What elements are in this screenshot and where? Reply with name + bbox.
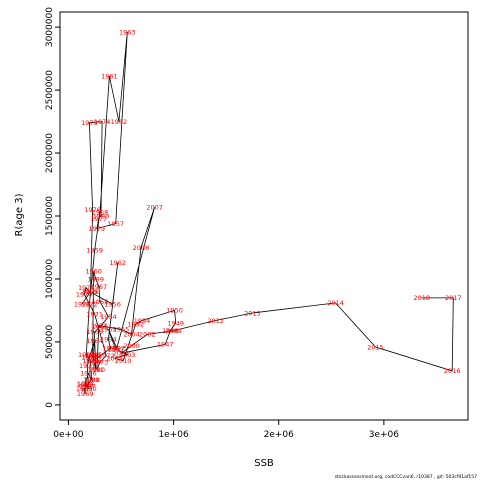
year-label: 2009 xyxy=(165,327,182,335)
year-label: 1961 xyxy=(101,73,118,81)
year-label: 1973 xyxy=(81,119,98,127)
year-label: 1975 xyxy=(82,288,99,296)
y-axis-title: R(age 3) xyxy=(14,193,25,236)
x-axis-title: SSB xyxy=(254,458,274,469)
year-label: 2004 xyxy=(123,331,140,339)
year-label: 2001 xyxy=(113,350,130,358)
year-label: 1991 xyxy=(88,366,105,374)
year-label: 1957 xyxy=(107,220,124,228)
year-label: 1981 xyxy=(83,376,100,384)
y-tick-label: 2000000 xyxy=(45,133,55,173)
year-label: 1967 xyxy=(91,283,108,291)
year-label: 2005 xyxy=(106,355,123,363)
year-label: 2013 xyxy=(244,309,261,317)
year-label: 1977 xyxy=(91,215,108,223)
year-label: 1965 xyxy=(92,323,109,331)
year-label: 1958 xyxy=(92,209,109,217)
year-label: 2016 xyxy=(444,367,461,375)
year-label: 1989 xyxy=(82,357,99,365)
year-label: 1990 xyxy=(80,385,97,393)
year-label: 1994 xyxy=(100,336,117,344)
axes-layer: 0e+00 1e+06 2e+06 3e+06 0 500000 1000000 150000… xyxy=(45,7,399,440)
year-label: 1978 xyxy=(74,300,91,308)
y-tick-label: 500000 xyxy=(45,324,55,359)
y-tick-label: 0 xyxy=(45,402,55,408)
x-tick-label: 2e+06 xyxy=(264,430,295,440)
year-label: 1962 xyxy=(110,259,127,267)
year-label: 2000 xyxy=(123,342,140,350)
y-tick-label: 1000000 xyxy=(45,259,55,299)
year-label: 1972 xyxy=(81,300,98,308)
year-label: 1987 xyxy=(79,382,96,390)
year-label: 1954 xyxy=(100,313,117,321)
year-label: 1948 xyxy=(162,327,179,335)
year-label: 1984 xyxy=(77,380,94,388)
year-label: 1973 xyxy=(92,358,109,366)
year-label: 1964 xyxy=(86,337,103,345)
year-label: 1950 xyxy=(166,307,183,315)
year-label: 1970 xyxy=(81,353,98,361)
y-tick-label: 2500000 xyxy=(45,70,55,110)
data-layer: 1978197519761973197419801977197919571963… xyxy=(74,28,462,398)
year-label: 1988 xyxy=(83,376,100,384)
footnote: stockassessment.org, codCCCvan6, r10387 … xyxy=(335,474,477,480)
year-label: 1955 xyxy=(113,326,130,334)
year-label: 1983 xyxy=(76,385,93,393)
year-label: 2014 xyxy=(327,299,344,307)
year-label: 1993 xyxy=(102,345,119,353)
year-label: 1971 xyxy=(79,362,96,370)
year-label: 2015 xyxy=(367,343,384,351)
year-label: 1998 xyxy=(84,352,101,360)
year-label: 1956 xyxy=(104,300,121,308)
x-tick-label: 1e+06 xyxy=(158,430,189,440)
y-tick-label: 3000000 xyxy=(45,7,55,47)
x-tick-label: 0e+00 xyxy=(53,430,84,440)
year-label: 1962 xyxy=(111,118,128,126)
year-label: 2018 xyxy=(413,294,430,302)
year-label: 2007 xyxy=(146,204,163,212)
year-label: 1979 xyxy=(89,225,106,233)
year-label: 1980 xyxy=(89,366,106,374)
series-line xyxy=(81,32,454,394)
year-label: 2017 xyxy=(445,294,462,302)
year-label: 1985 xyxy=(78,351,95,359)
year-label: 1968 xyxy=(92,298,109,306)
year-label: 1966 xyxy=(86,328,103,336)
year-label: 1992 xyxy=(127,321,144,329)
year-label: 2008 xyxy=(133,244,150,252)
year-label: 2012 xyxy=(207,317,224,325)
year-label: 1994 xyxy=(134,317,151,325)
year-label: 1972 xyxy=(98,352,115,360)
year-label: 1947 xyxy=(157,341,174,349)
year-label: 1997 xyxy=(107,346,124,354)
year-label: 1969 xyxy=(77,390,94,398)
year-label: 1999 xyxy=(88,275,105,283)
year-label: 1963 xyxy=(119,28,136,36)
year-label: 1971 xyxy=(86,311,103,319)
year-label: 2002 xyxy=(139,331,156,339)
year-label: 1949 xyxy=(167,319,184,327)
year-label: 1997 xyxy=(109,345,126,353)
year-label: 1986 xyxy=(80,370,97,378)
year-label: 2003 xyxy=(119,351,136,359)
year-label: 1982 xyxy=(77,381,94,389)
year-label: 1953 xyxy=(91,322,108,330)
year-label: 1996 xyxy=(85,357,102,365)
year-label: 1974 xyxy=(78,284,95,292)
year-label: 1955 xyxy=(100,326,117,334)
year-label: 1995 xyxy=(85,351,102,359)
y-tick-label: 1500000 xyxy=(45,196,55,236)
year-label: 1960 xyxy=(85,268,102,276)
year-label: 1980 xyxy=(93,212,110,220)
year-label: 1959 xyxy=(86,246,103,254)
x-tick-label: 3e+06 xyxy=(369,430,400,440)
year-label: 1974 xyxy=(94,118,111,126)
year-label: 1976 xyxy=(84,206,101,214)
year-label: 1970 xyxy=(76,290,93,298)
year-label: 2010 xyxy=(115,357,132,365)
year-label: 1969 xyxy=(81,288,98,296)
